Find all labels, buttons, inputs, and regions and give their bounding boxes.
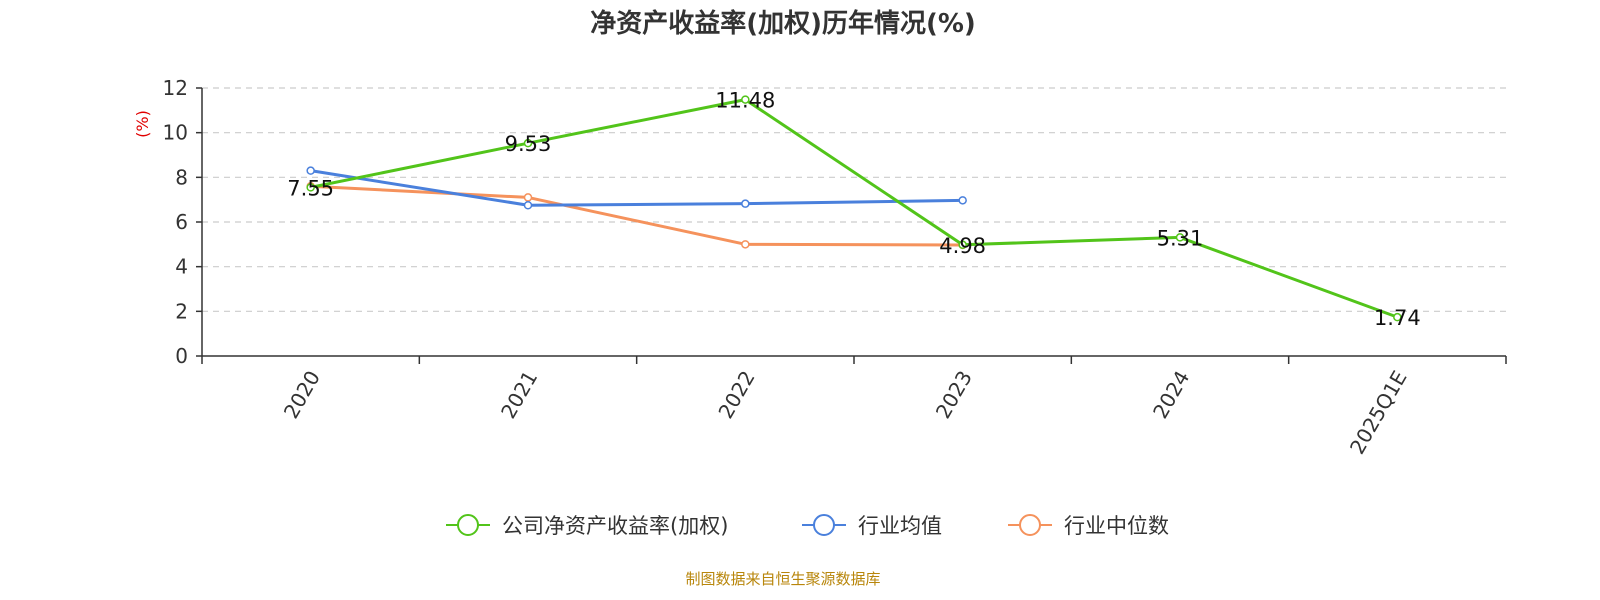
series-point [523,193,533,202]
y-tick-label: 0 [175,344,188,368]
series-point [958,240,967,250]
legend-label: 行业均值 [858,514,942,538]
y-tick-label: 12 [163,76,188,100]
x-tick-label: 2023 [931,367,977,423]
grid-lines [202,87,1506,312]
legend-swatch-marker [813,514,835,536]
series-point [1393,312,1402,322]
chart-title: 净资产收益率(加权)历年情况(%) [590,8,976,39]
x-tick-label: 2024 [1148,367,1194,423]
source-note: 制图数据来自恒生聚源数据库 [685,570,880,588]
data-label: 1.74 [1374,306,1421,330]
y-tick-label: 6 [175,210,188,234]
legend-label: 公司净资产收益率(加权) [502,514,728,538]
data-label: 9.53 [505,132,552,156]
legend: 公司净资产收益率(加权) 行业均值 行业中位数 [446,514,1169,538]
data-label: 5.31 [1157,226,1204,250]
y-tick-label: 10 [163,121,188,145]
data-label: 11.48 [715,89,775,113]
series-point [523,201,533,210]
x-tick-label: 2020 [279,367,325,423]
x-tick-label: 2022 [713,367,759,423]
legend-label: 行业中位数 [1064,514,1169,538]
y-tick-label: 4 [175,255,188,279]
y-tick-label: 2 [175,299,188,323]
series-point [306,166,315,175]
legend-swatch-marker [1019,514,1041,536]
x-tick-label: 2025Q1E [1345,367,1412,459]
x-tick-label: 2021 [496,367,542,423]
series-point [741,240,750,249]
series-point [741,199,750,208]
series-line [310,184,963,247]
series-line [310,98,1398,319]
y-axis-label: (%) [133,110,152,138]
data-label: 4.98 [939,234,986,258]
series-point [523,138,533,148]
series-point [741,95,750,104]
series-point [306,183,315,192]
data-labels: 7.55 9.53 11.48 4.98 5.31 1.74 [287,89,1420,331]
series-line [310,169,963,207]
legend-swatch-marker [457,514,479,536]
series-point [1175,233,1185,242]
y-tick-label: 8 [175,165,188,189]
series-point [958,196,967,205]
data-label: 7.55 [287,176,334,200]
series-layer [306,95,1402,322]
